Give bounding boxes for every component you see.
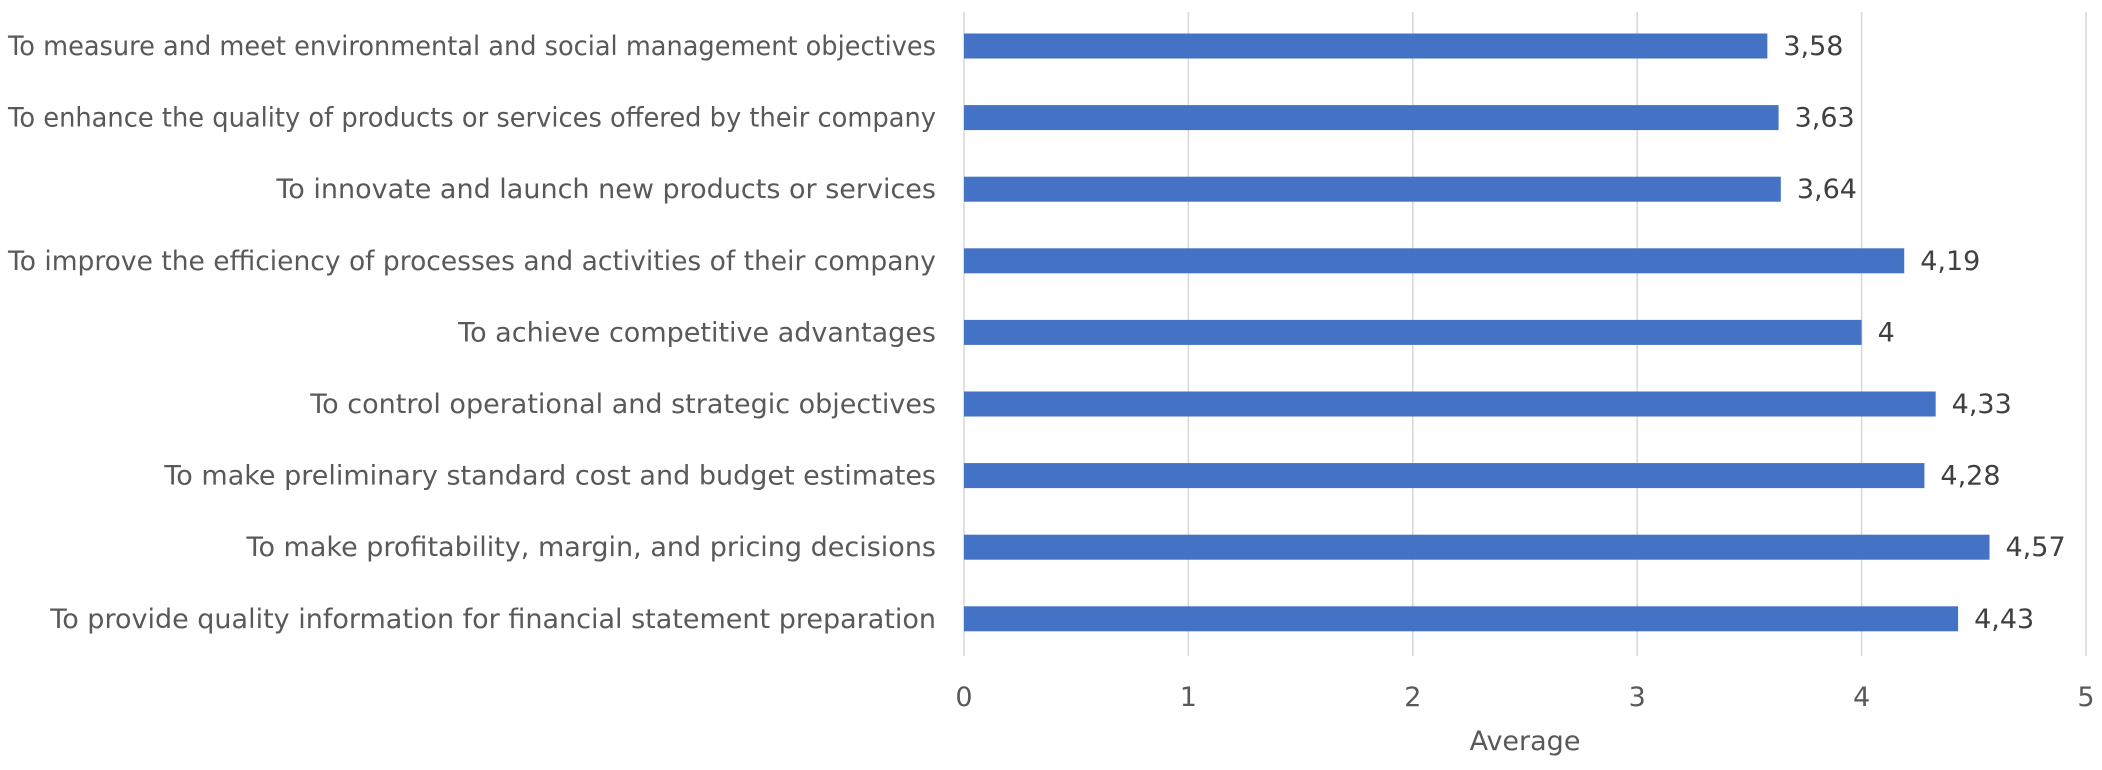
category-label: To achieve competitive advantages [457,317,936,348]
data-label: 4 [1878,317,1895,348]
data-label: 4,28 [1940,461,2000,492]
data-label: 4,19 [1920,246,1980,277]
value-labels: 3,58 3,63 3,64 4,19 4 4,33 4,28 4,57 4,43 [1783,31,2065,635]
category-label: To make preliminary standard cost and bu… [163,461,936,492]
bar [964,319,1862,345]
x-tick-label: 5 [2077,682,2094,713]
data-label: 4,43 [1974,604,2034,635]
x-axis-ticks: 0 1 2 3 4 5 [955,682,2094,713]
bar [964,33,1768,59]
x-axis-title: Average [1470,726,1581,757]
category-labels: To measure and meet environmental and so… [7,31,936,635]
x-tick-label: 1 [1180,682,1197,713]
category-label: To make profitability, margin, and prici… [246,532,936,563]
category-label: To improve the efficiency of processes a… [7,246,936,277]
x-tick-label: 4 [1853,682,1870,713]
x-tick-label: 3 [1629,682,1646,713]
data-label: 3,64 [1797,174,1857,205]
data-label: 3,58 [1783,31,1843,62]
bars [964,33,1990,632]
category-label: To enhance the quality of products or se… [7,103,936,134]
category-label: To measure and meet environmental and so… [7,31,936,62]
bar [964,176,1781,202]
bar [964,391,1936,417]
x-tick-label: 0 [955,682,972,713]
x-tick-label: 2 [1404,682,1421,713]
category-label: To innovate and launch new products or s… [275,174,936,205]
bar [964,248,1905,274]
data-label: 4,33 [1952,389,2012,420]
bar [964,105,1779,131]
category-label: To provide quality information for finan… [49,604,936,635]
data-label: 4,57 [2006,532,2066,563]
bar [964,534,1990,560]
bar [964,463,1925,489]
bar [964,606,1959,632]
data-label: 3,63 [1795,103,1855,134]
category-label: To control operational and strategic obj… [309,389,936,420]
